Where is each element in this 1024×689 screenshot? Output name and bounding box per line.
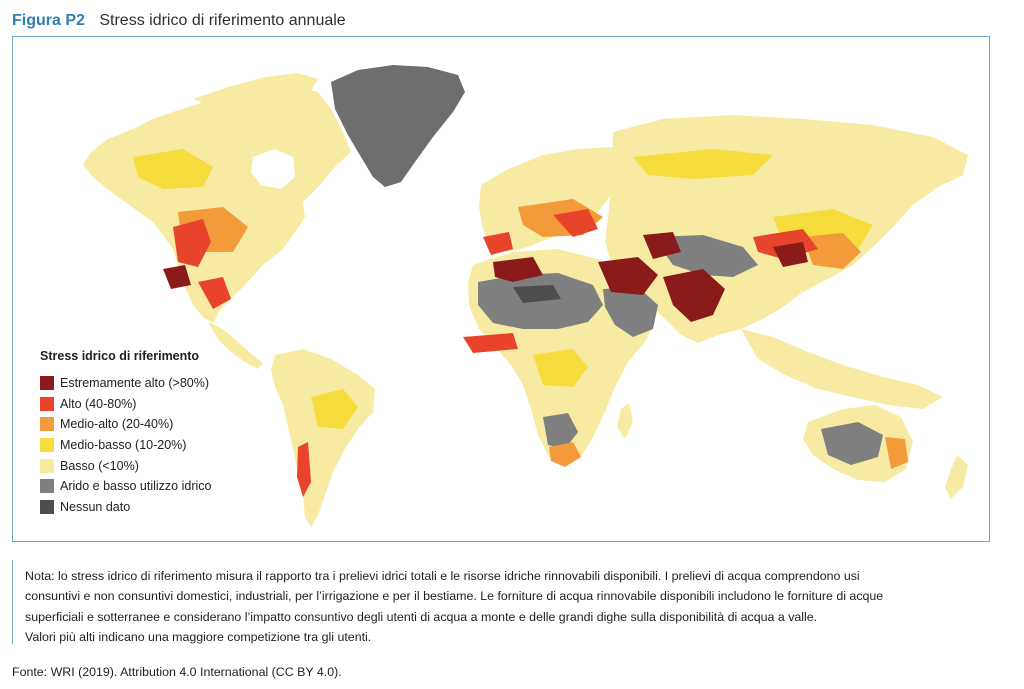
note-line: consuntivi e non consuntivi domestici, i…: [25, 589, 884, 604]
patch-medio-basso-africa: [533, 349, 588, 387]
patch-medio-basso-russia: [633, 149, 773, 179]
arabia-arid: [603, 287, 658, 337]
patch-extreme-us-southwest: [163, 265, 191, 289]
legend-label: Nessun dato: [60, 499, 131, 514]
southeast-asia: [741, 329, 943, 409]
legend-item-arid: Arido e basso utilizzo idrico: [40, 476, 211, 497]
patch-extreme-india-pakistan: [663, 269, 725, 322]
note-line: Nota: lo stress idrico di riferimento mi…: [25, 569, 860, 583]
hudson-bay: [251, 149, 295, 189]
note-line: superficiali e sotterranee e considerano…: [25, 609, 818, 624]
patch-extreme-central-asia: [643, 232, 681, 259]
legend-label: Alto (40-80%): [60, 396, 137, 411]
figure-title: Stress idrico di riferimento annuale: [99, 12, 346, 29]
patch-alto-east-europe: [553, 209, 598, 237]
south-america: [271, 349, 375, 527]
legend-label: Estremamente alto (>80%): [60, 376, 210, 391]
central-america: [208, 322, 263, 369]
europe: [479, 147, 625, 252]
new-zealand: [945, 455, 968, 499]
legend-item-medium-low: Medio-basso (10-20%): [40, 435, 211, 456]
legend-swatch: [40, 396, 54, 411]
legend-item-low: Basso (<10%): [40, 455, 211, 476]
legend-item-no-data: Nessun dato: [40, 497, 211, 518]
legend-item-extreme: Estremamente alto (>80%): [40, 373, 211, 394]
patch-medio-alto-south-africa: [549, 442, 581, 467]
patch-alto-mexico: [198, 277, 231, 309]
patch-extreme-north-china: [773, 242, 808, 267]
note-line: Valori più alti indicano una maggiore co…: [25, 629, 372, 644]
patch-alto-usa-west: [173, 219, 211, 267]
legend-swatch: [40, 417, 54, 432]
legend-item-high: Alto (40-80%): [40, 394, 211, 415]
patch-alto-chile: [297, 442, 311, 497]
patch-no-data-sahara: [513, 285, 561, 303]
legend-title: Stress idrico di riferimento: [40, 349, 200, 363]
legend-label: Basso (<10%): [60, 458, 139, 473]
world-map: [83, 65, 968, 527]
patch-extreme-middle-east: [598, 257, 658, 295]
arctic-islands: [193, 73, 318, 109]
north-america: [83, 85, 351, 323]
legend-label: Medio-alto (20-40%): [60, 417, 174, 432]
patch-medio-alto-china: [803, 233, 861, 269]
patch-medio-alto-australia-east: [885, 437, 908, 469]
greenland: [331, 65, 465, 187]
source-line: Fonte: WRI (2019). Attribution 4.0 Inter…: [12, 665, 342, 679]
legend-swatch: [40, 376, 54, 391]
map-legend: Stress idrico di riferimento Estremament…: [40, 349, 211, 517]
legend-swatch: [40, 479, 54, 494]
map-frame: Stress idrico di riferimento Estremament…: [12, 36, 990, 542]
legend-label: Medio-basso (10-20%): [60, 438, 187, 453]
patch-medio-basso-brazil: [311, 389, 358, 429]
patch-alto-spain: [483, 232, 513, 255]
central-asia-arid: [653, 235, 758, 277]
legend-swatch: [40, 438, 54, 453]
legend-swatch: [40, 458, 54, 473]
patch-alto-sahel: [463, 333, 518, 353]
namib-kalahari-arid: [543, 413, 578, 449]
british-isles: [481, 179, 497, 207]
legend-label: Arido e basso utilizzo idrico: [60, 479, 212, 494]
australia-arid: [821, 422, 883, 465]
legend-swatch: [40, 499, 54, 514]
legend-item-medium-high: Medio-alto (20-40%): [40, 414, 211, 435]
note-box: Nota: lo stress idrico di riferimento mi…: [12, 560, 990, 644]
figure-number: Figura P2: [12, 12, 85, 29]
patch-medio-basso-canada: [133, 149, 213, 189]
madagascar: [617, 403, 633, 439]
patch-extreme-north-africa: [493, 257, 543, 282]
figure-header: Figura P2 Stress idrico di riferimento a…: [12, 12, 346, 30]
